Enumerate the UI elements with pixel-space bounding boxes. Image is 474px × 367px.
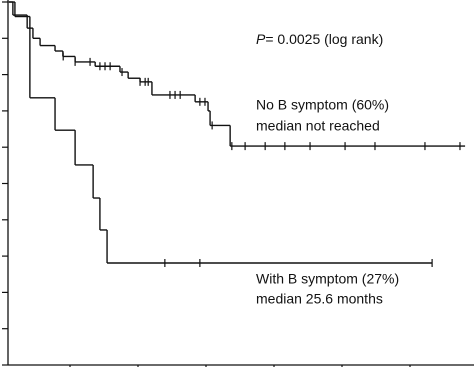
series-label: No B symptom (60%) [256, 97, 389, 113]
series-label: With B symptom (27%) [256, 271, 399, 287]
p-text: = 0.0025 (log rank) [265, 31, 383, 47]
p-value: P= 0.0025 (log rank) [256, 31, 383, 47]
series-note: median not reached [256, 118, 380, 134]
p-label: P [256, 31, 266, 47]
series-note: median 25.6 months [256, 291, 383, 307]
